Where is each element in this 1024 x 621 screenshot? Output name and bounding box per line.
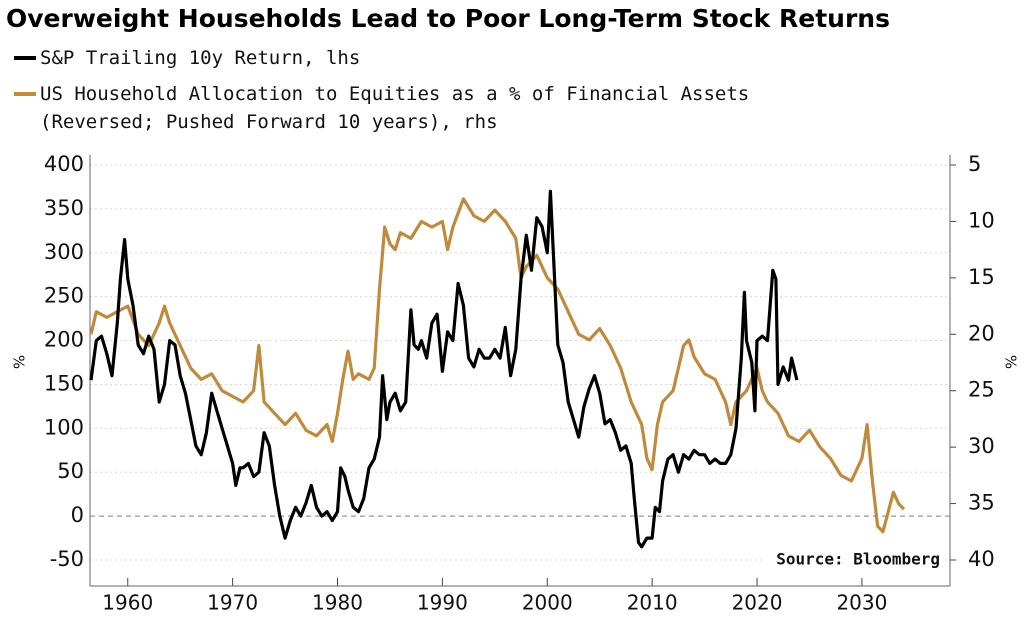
annotation: Source: Bloomberg	[776, 550, 940, 569]
y-tick-label: 300	[44, 240, 84, 264]
y2-tick-label: 15	[968, 265, 995, 289]
x-tick-label: 2010	[627, 591, 678, 615]
x-tick-label: 2020	[732, 591, 783, 615]
legend-entry: US Household Allocation to Equities as a…	[14, 80, 810, 136]
legend-label: US Household Allocation to Equities as a…	[40, 83, 750, 133]
y-tick-label: -50	[50, 547, 84, 571]
data-line	[89, 197, 906, 534]
y2-tick-label: 10	[968, 208, 995, 232]
y2-tick-label: 30	[968, 434, 995, 458]
x-tick-label: 1970	[207, 591, 258, 615]
legend-swatch	[14, 92, 36, 96]
legend-label: S&P Trailing 10y Return, lhs	[40, 47, 361, 69]
legend-swatch	[14, 56, 36, 60]
y-tick-label: 250	[44, 284, 84, 308]
data-line	[89, 189, 799, 549]
x-tick-label: 1980	[312, 591, 363, 615]
x-tick-label: 1960	[102, 591, 153, 615]
x-tick-label: 1990	[417, 591, 468, 615]
legend-entry: S&P Trailing 10y Return, lhs	[14, 44, 810, 72]
y2-tick-label: 25	[968, 378, 995, 402]
y-axis-label: %	[10, 355, 28, 369]
annotation-bg	[762, 546, 944, 572]
y2-tick-label: 40	[968, 547, 995, 571]
y-tick-label: 150	[44, 371, 84, 395]
y-tick-label: 100	[44, 415, 84, 439]
y-tick-label: 350	[44, 196, 84, 220]
chart-title: Overweight Households Lead to Poor Long-…	[6, 4, 890, 33]
x-tick-label: 2000	[522, 591, 573, 615]
y-tick-label: 0	[71, 503, 84, 527]
y2-axis-label: %	[1002, 355, 1020, 369]
x-tick-label: 2030	[836, 591, 887, 615]
y-tick-label: 200	[44, 328, 84, 352]
y-tick-label: 50	[57, 459, 84, 483]
y2-tick-label: 35	[968, 491, 995, 515]
y-tick-label: 400	[44, 152, 84, 176]
y2-tick-label: 20	[968, 321, 995, 345]
y2-tick-label: 5	[968, 152, 981, 176]
